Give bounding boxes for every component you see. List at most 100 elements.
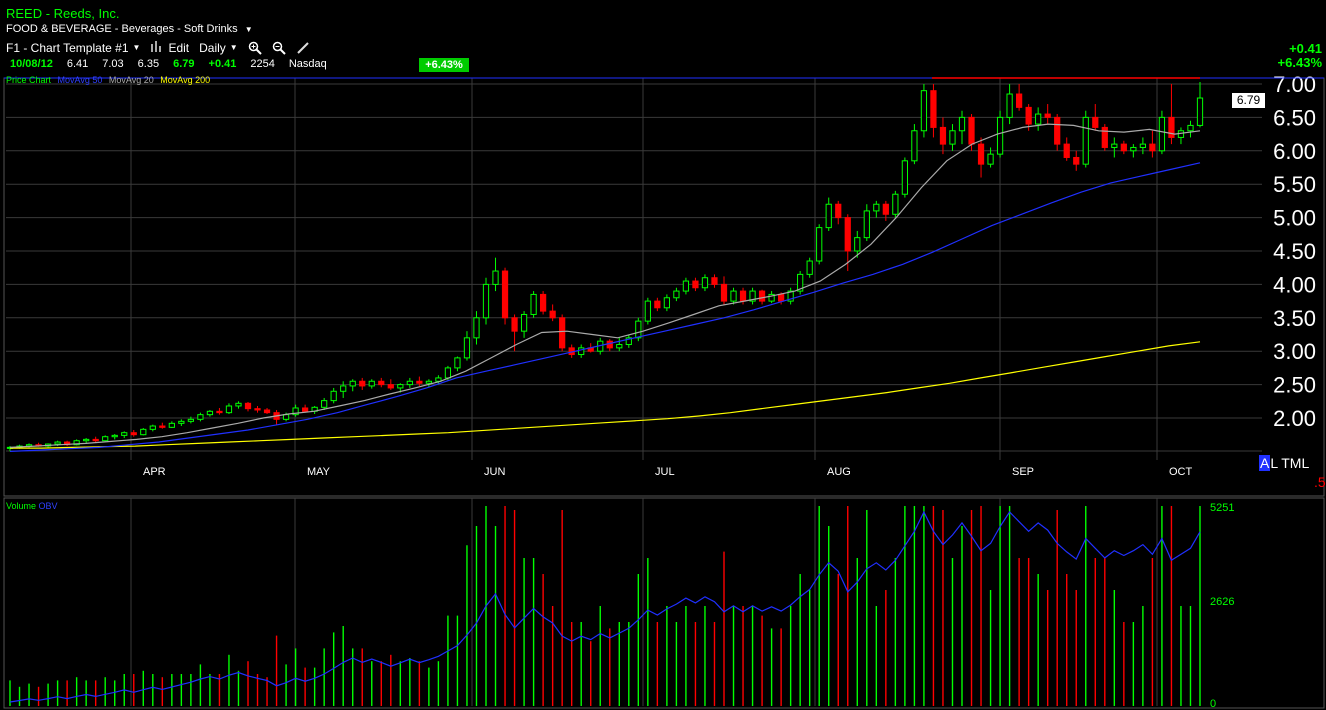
candle-body bbox=[930, 90, 937, 128]
candle-body bbox=[302, 407, 309, 412]
candle-body bbox=[920, 90, 928, 132]
candle-body bbox=[977, 143, 985, 165]
candle-body bbox=[768, 293, 775, 302]
candle-body bbox=[758, 290, 766, 302]
quote-date: 10/08/12 bbox=[10, 58, 53, 70]
period-label: Daily bbox=[199, 40, 226, 55]
candle-body bbox=[835, 203, 842, 219]
candle-body bbox=[1187, 124, 1194, 132]
quote-line: 10/08/12 6.41 7.03 6.35 6.79 +0.41 2254 … bbox=[10, 58, 341, 70]
legend-price: Price Chart bbox=[6, 75, 52, 85]
volume-tick-label: 5251 bbox=[1210, 502, 1234, 514]
candle-body bbox=[1016, 93, 1023, 108]
candle-body bbox=[416, 380, 423, 384]
candle-body bbox=[778, 293, 785, 302]
zoom-in-icon[interactable] bbox=[248, 41, 262, 55]
industry-label: FOOD & BEVERAGE - Beverages - Soft Drink… bbox=[6, 23, 238, 35]
candle-body bbox=[397, 384, 404, 389]
quote-exchange: Nasdaq bbox=[288, 58, 327, 70]
candle-body bbox=[187, 418, 194, 422]
candle-body bbox=[1158, 116, 1166, 152]
candle-body bbox=[816, 227, 823, 262]
candle-body bbox=[92, 438, 99, 442]
chevron-down-icon[interactable]: ▼ bbox=[244, 25, 253, 34]
candle-body bbox=[330, 390, 337, 402]
ma200-line bbox=[10, 341, 1201, 449]
candle-body bbox=[1111, 143, 1118, 148]
zoom-out-icon[interactable] bbox=[272, 41, 286, 55]
legend-ma20: MovAvg 20 bbox=[108, 75, 154, 85]
candle-body bbox=[606, 340, 613, 349]
candle-body bbox=[349, 380, 356, 387]
candle-body bbox=[130, 432, 137, 436]
candle-body bbox=[578, 347, 585, 356]
draw-pen-icon[interactable] bbox=[296, 41, 310, 55]
legend-ma50: MovAvg 50 bbox=[57, 75, 103, 85]
legend-volume: Volume bbox=[6, 501, 37, 511]
price-tick-label: 5.00 bbox=[1273, 206, 1316, 231]
candle-body bbox=[939, 126, 947, 145]
right-change-pct: +6.43% bbox=[1277, 55, 1322, 70]
candle-body bbox=[1196, 97, 1204, 126]
candle-body bbox=[159, 425, 166, 428]
month-label: APR bbox=[143, 466, 166, 478]
candle-body bbox=[282, 414, 290, 420]
quote-change: +0.41 bbox=[208, 58, 237, 70]
candle-body bbox=[749, 290, 756, 302]
period-selector[interactable]: Daily ▼ bbox=[199, 41, 238, 55]
candle-body bbox=[1054, 116, 1061, 145]
candle-body bbox=[701, 277, 709, 289]
tml-a-label: A bbox=[1259, 455, 1271, 471]
chevron-down-icon[interactable]: ▼ bbox=[132, 43, 141, 52]
chevron-down-icon[interactable]: ▼ bbox=[229, 43, 238, 52]
price-tick-label: 5.50 bbox=[1273, 172, 1316, 197]
candle-body bbox=[635, 320, 642, 339]
tml-rest-label: L TML bbox=[1270, 455, 1310, 471]
candle-body bbox=[340, 385, 347, 392]
month-label: OCT bbox=[1169, 466, 1193, 478]
last-price-badge: 6.79 bbox=[1232, 93, 1265, 108]
candle-body bbox=[901, 160, 908, 195]
month-label: JUL bbox=[655, 466, 675, 478]
chart-toolbar: F1 - Chart Template #1 ▼ Edit Daily ▼ bbox=[6, 40, 320, 55]
candle-body bbox=[797, 273, 804, 292]
price-tick-label: 7.00 bbox=[1273, 72, 1316, 97]
candle-body bbox=[378, 380, 385, 386]
quote-open: 6.41 bbox=[66, 58, 89, 70]
candle-body bbox=[616, 344, 623, 349]
template-selector[interactable]: F1 - Chart Template #1 ▼ bbox=[6, 41, 140, 55]
candle-body bbox=[1025, 106, 1032, 125]
candle-body bbox=[140, 428, 147, 436]
industry-selector[interactable]: FOOD & BEVERAGE - Beverages - Soft Drink… bbox=[6, 23, 253, 35]
right-change-abs: +0.41 bbox=[1289, 41, 1322, 56]
price-tick-label: 3.50 bbox=[1273, 306, 1316, 331]
candle-body bbox=[254, 408, 261, 411]
tml-indicator[interactable]: AL TML bbox=[1259, 455, 1309, 471]
candle-body bbox=[1073, 156, 1080, 165]
candle-body bbox=[292, 407, 299, 416]
candle-body bbox=[168, 422, 175, 428]
candle-body bbox=[406, 380, 413, 386]
obv-line bbox=[9, 510, 1201, 703]
candle-body bbox=[1120, 143, 1127, 152]
candle-body bbox=[806, 260, 813, 275]
candle-body bbox=[197, 414, 204, 420]
month-label: AUG bbox=[827, 466, 851, 478]
price-tick-label: 2.50 bbox=[1273, 373, 1316, 398]
bar-chart-icon bbox=[150, 40, 164, 55]
candle-body bbox=[1044, 113, 1051, 118]
candle-body bbox=[1092, 116, 1099, 128]
price-legend: Price Chart MovAvg 50 MovAvg 20 MovAvg 2… bbox=[6, 75, 214, 85]
ma50-line bbox=[9, 162, 1201, 452]
candle-body bbox=[444, 367, 452, 379]
month-label: JUN bbox=[484, 466, 505, 478]
candle-body bbox=[149, 425, 156, 430]
edit-button[interactable]: Edit bbox=[150, 40, 189, 55]
candle-body bbox=[482, 283, 490, 319]
candle-body bbox=[225, 405, 233, 414]
candle-body bbox=[958, 116, 966, 132]
legend-obv: OBV bbox=[38, 501, 58, 511]
candle-body bbox=[1006, 93, 1013, 118]
candle-body bbox=[1101, 126, 1108, 148]
